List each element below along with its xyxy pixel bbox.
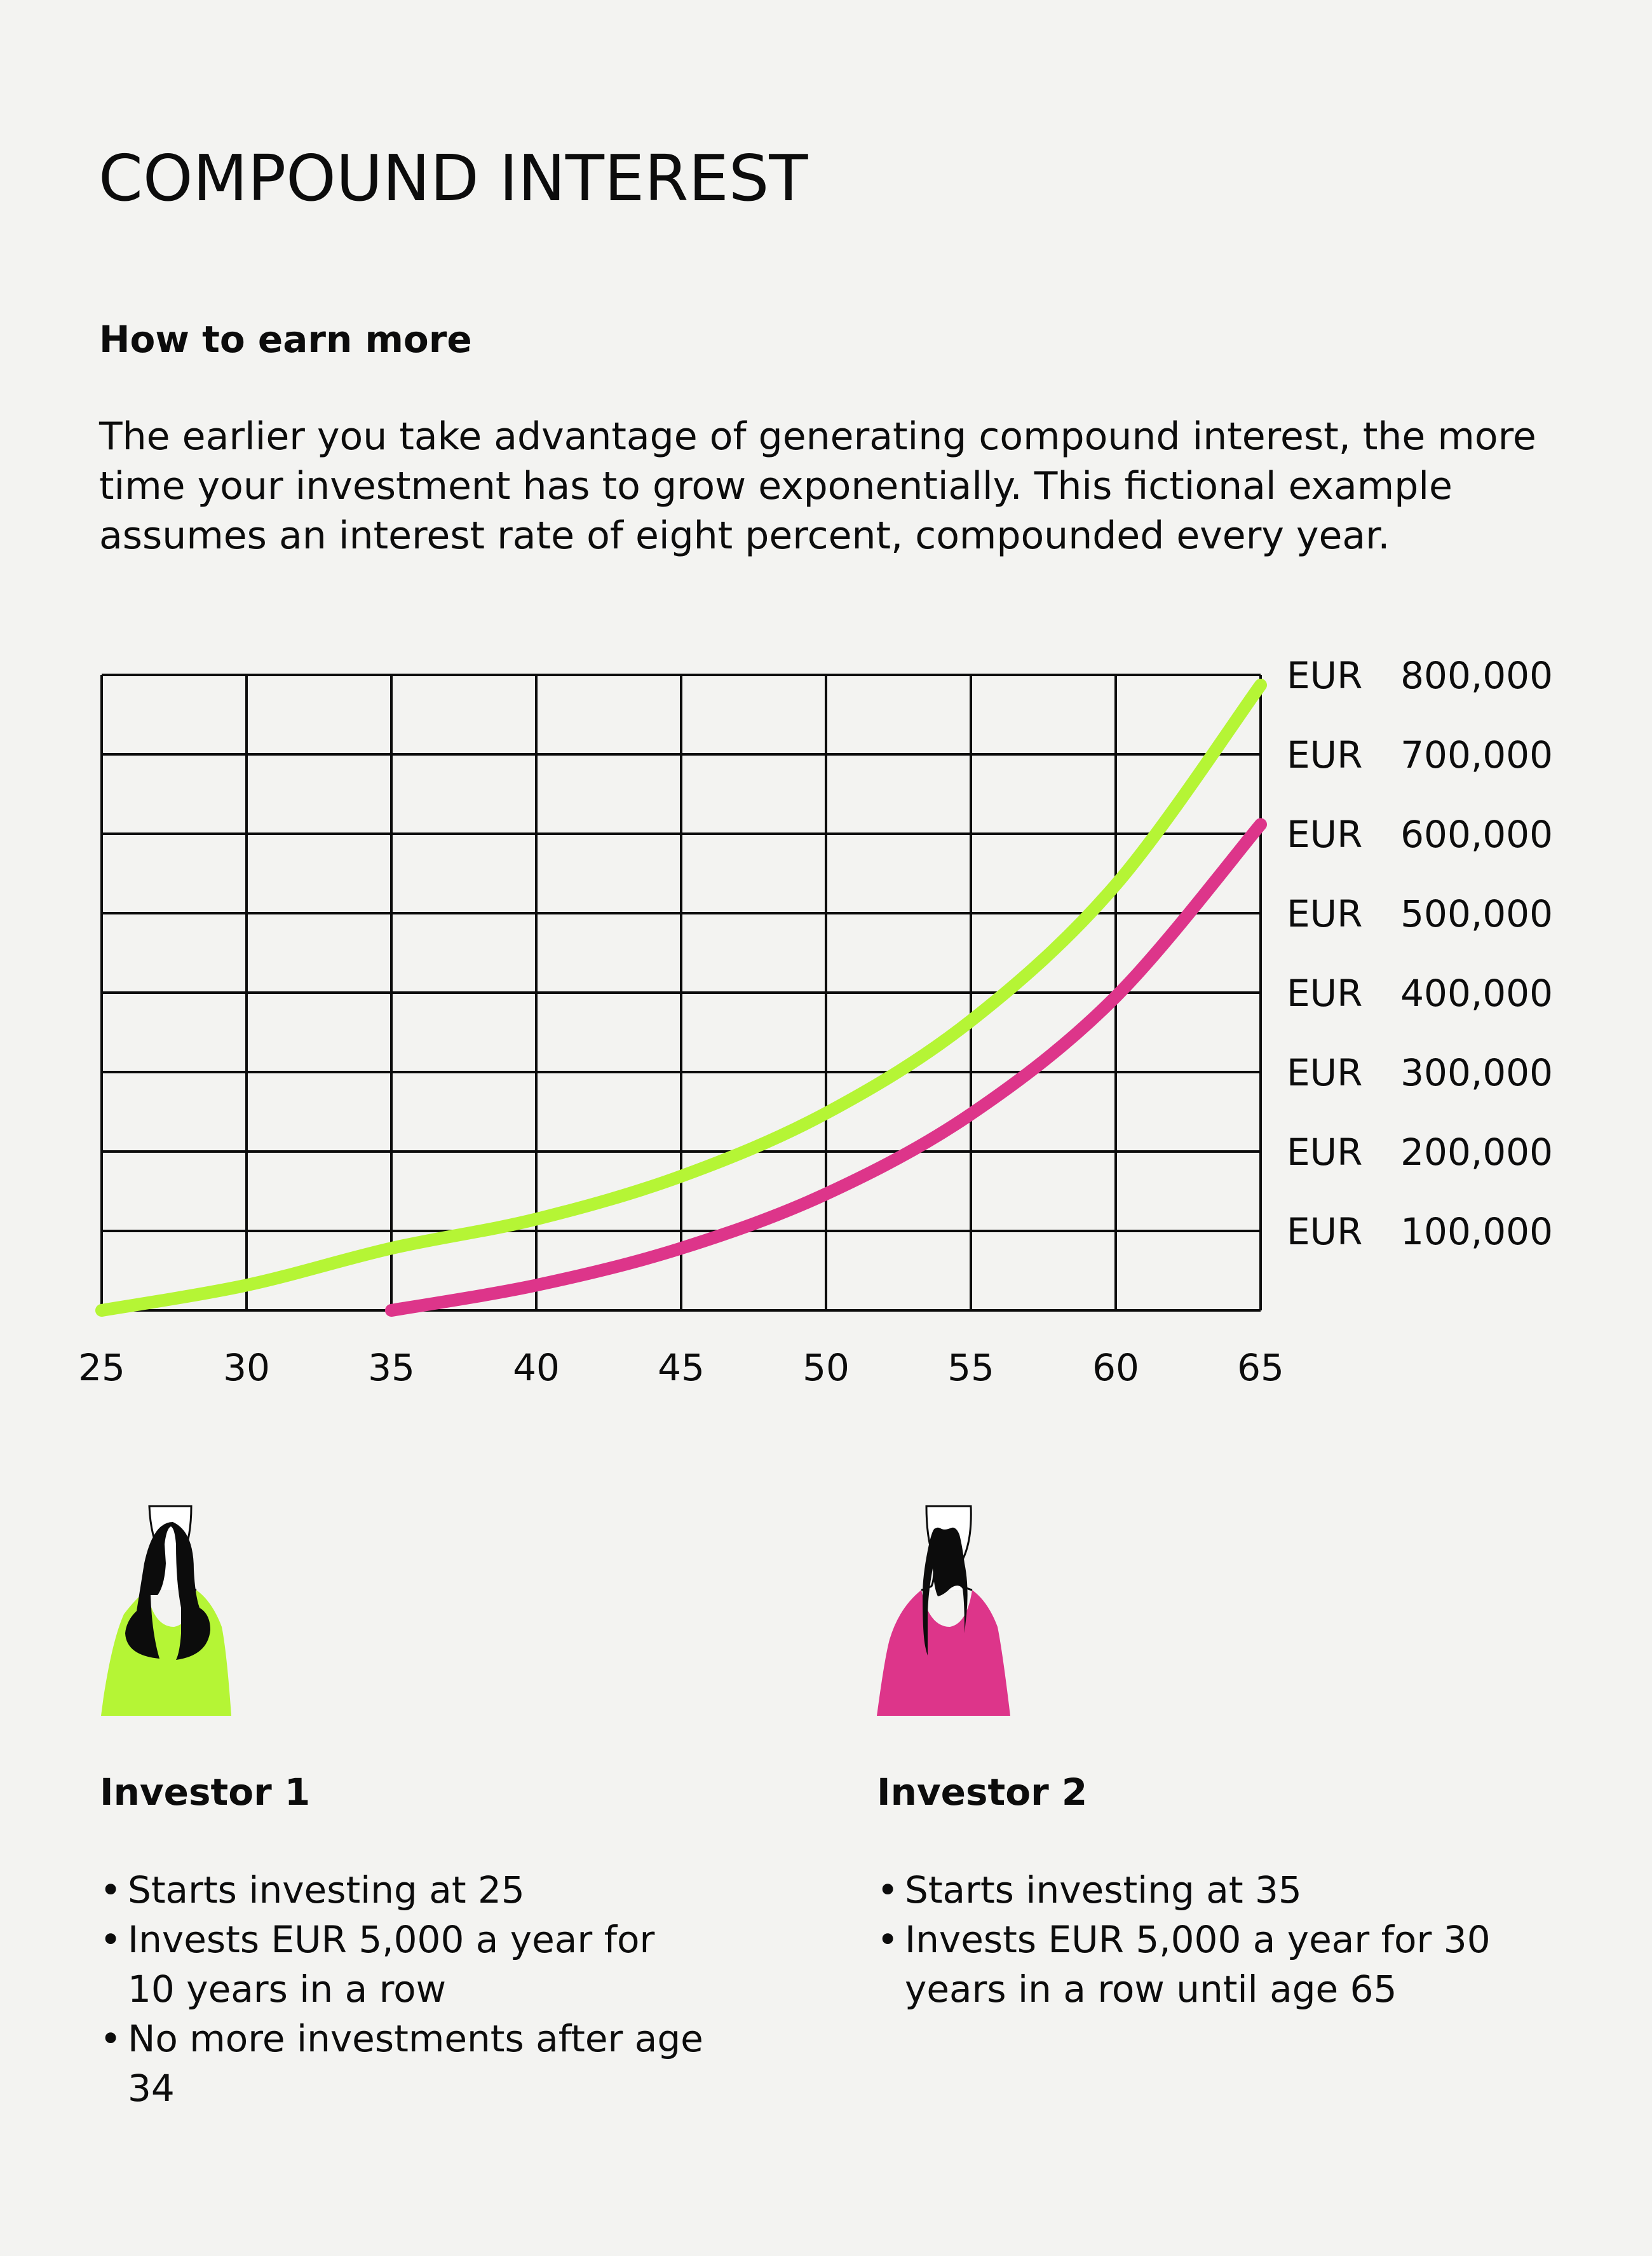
y-tick-value: 100,000 (1400, 1210, 1553, 1253)
x-tick-label: 35 (368, 1346, 415, 1389)
y-tick-value: 500,000 (1400, 892, 1553, 935)
investor-2-name: Investor 2 (877, 1770, 1088, 1814)
x-tick-label: 60 (1092, 1346, 1139, 1389)
list-item: Starts investing at 25 (100, 1865, 710, 1915)
investor-1-series-line (95, 679, 1267, 1317)
x-tick-label: 45 (658, 1346, 705, 1389)
man-icon (877, 1505, 1010, 1716)
y-tick-currency: EUR (1287, 733, 1362, 777)
y-tick-currency: EUR (1287, 654, 1362, 697)
y-tick-value: 400,000 (1400, 972, 1553, 1015)
section-heading: How to earn more (99, 318, 472, 361)
y-tick-currency: EUR (1287, 813, 1362, 856)
list-item: Starts investing at 35 (877, 1865, 1512, 1915)
list-item: Invests EUR 5,000 a year for 10 years in… (100, 1915, 710, 2014)
x-tick-label: 55 (947, 1346, 994, 1389)
investor-2-details: Starts investing at 35 Invests EUR 5,000… (877, 1865, 1512, 2014)
investor-2-series-line (385, 818, 1267, 1317)
y-tick-currency: EUR (1287, 972, 1362, 1015)
y-tick-value: 200,000 (1400, 1131, 1553, 1174)
y-tick-value: 700,000 (1400, 733, 1553, 777)
x-tick-label: 25 (78, 1346, 125, 1389)
investor-1-name: Investor 1 (100, 1770, 311, 1814)
y-tick-currency: EUR (1287, 1051, 1362, 1094)
list-item: Invests EUR 5,000 a year for 30 years in… (877, 1915, 1512, 2014)
x-tick-label: 50 (802, 1346, 850, 1389)
x-tick-label: 30 (223, 1346, 270, 1389)
compound-interest-chart: 25 30 35 40 45 50 55 60 65 EUR 100,000 EUR 200,000 EU… (78, 654, 1553, 1389)
y-tick-currency: EUR (1287, 1131, 1362, 1174)
x-tick-label: 65 (1237, 1346, 1284, 1389)
woman-icon (101, 1505, 231, 1716)
list-item: No more investments after age 34 (100, 2014, 710, 2113)
y-tick-value: 600,000 (1400, 813, 1553, 856)
y-tick-value: 800,000 (1400, 654, 1553, 697)
page-title: COMPOUND INTEREST (98, 141, 808, 215)
x-tick-label: 40 (513, 1346, 560, 1389)
y-tick-value: 300,000 (1400, 1051, 1553, 1094)
y-tick-currency: EUR (1287, 892, 1362, 935)
investor-1-details: Starts investing at 25 Invests EUR 5,000… (100, 1865, 710, 2113)
intro-paragraph: The earlier you take advantage of genera… (99, 414, 1536, 558)
y-tick-currency: EUR (1287, 1210, 1362, 1253)
